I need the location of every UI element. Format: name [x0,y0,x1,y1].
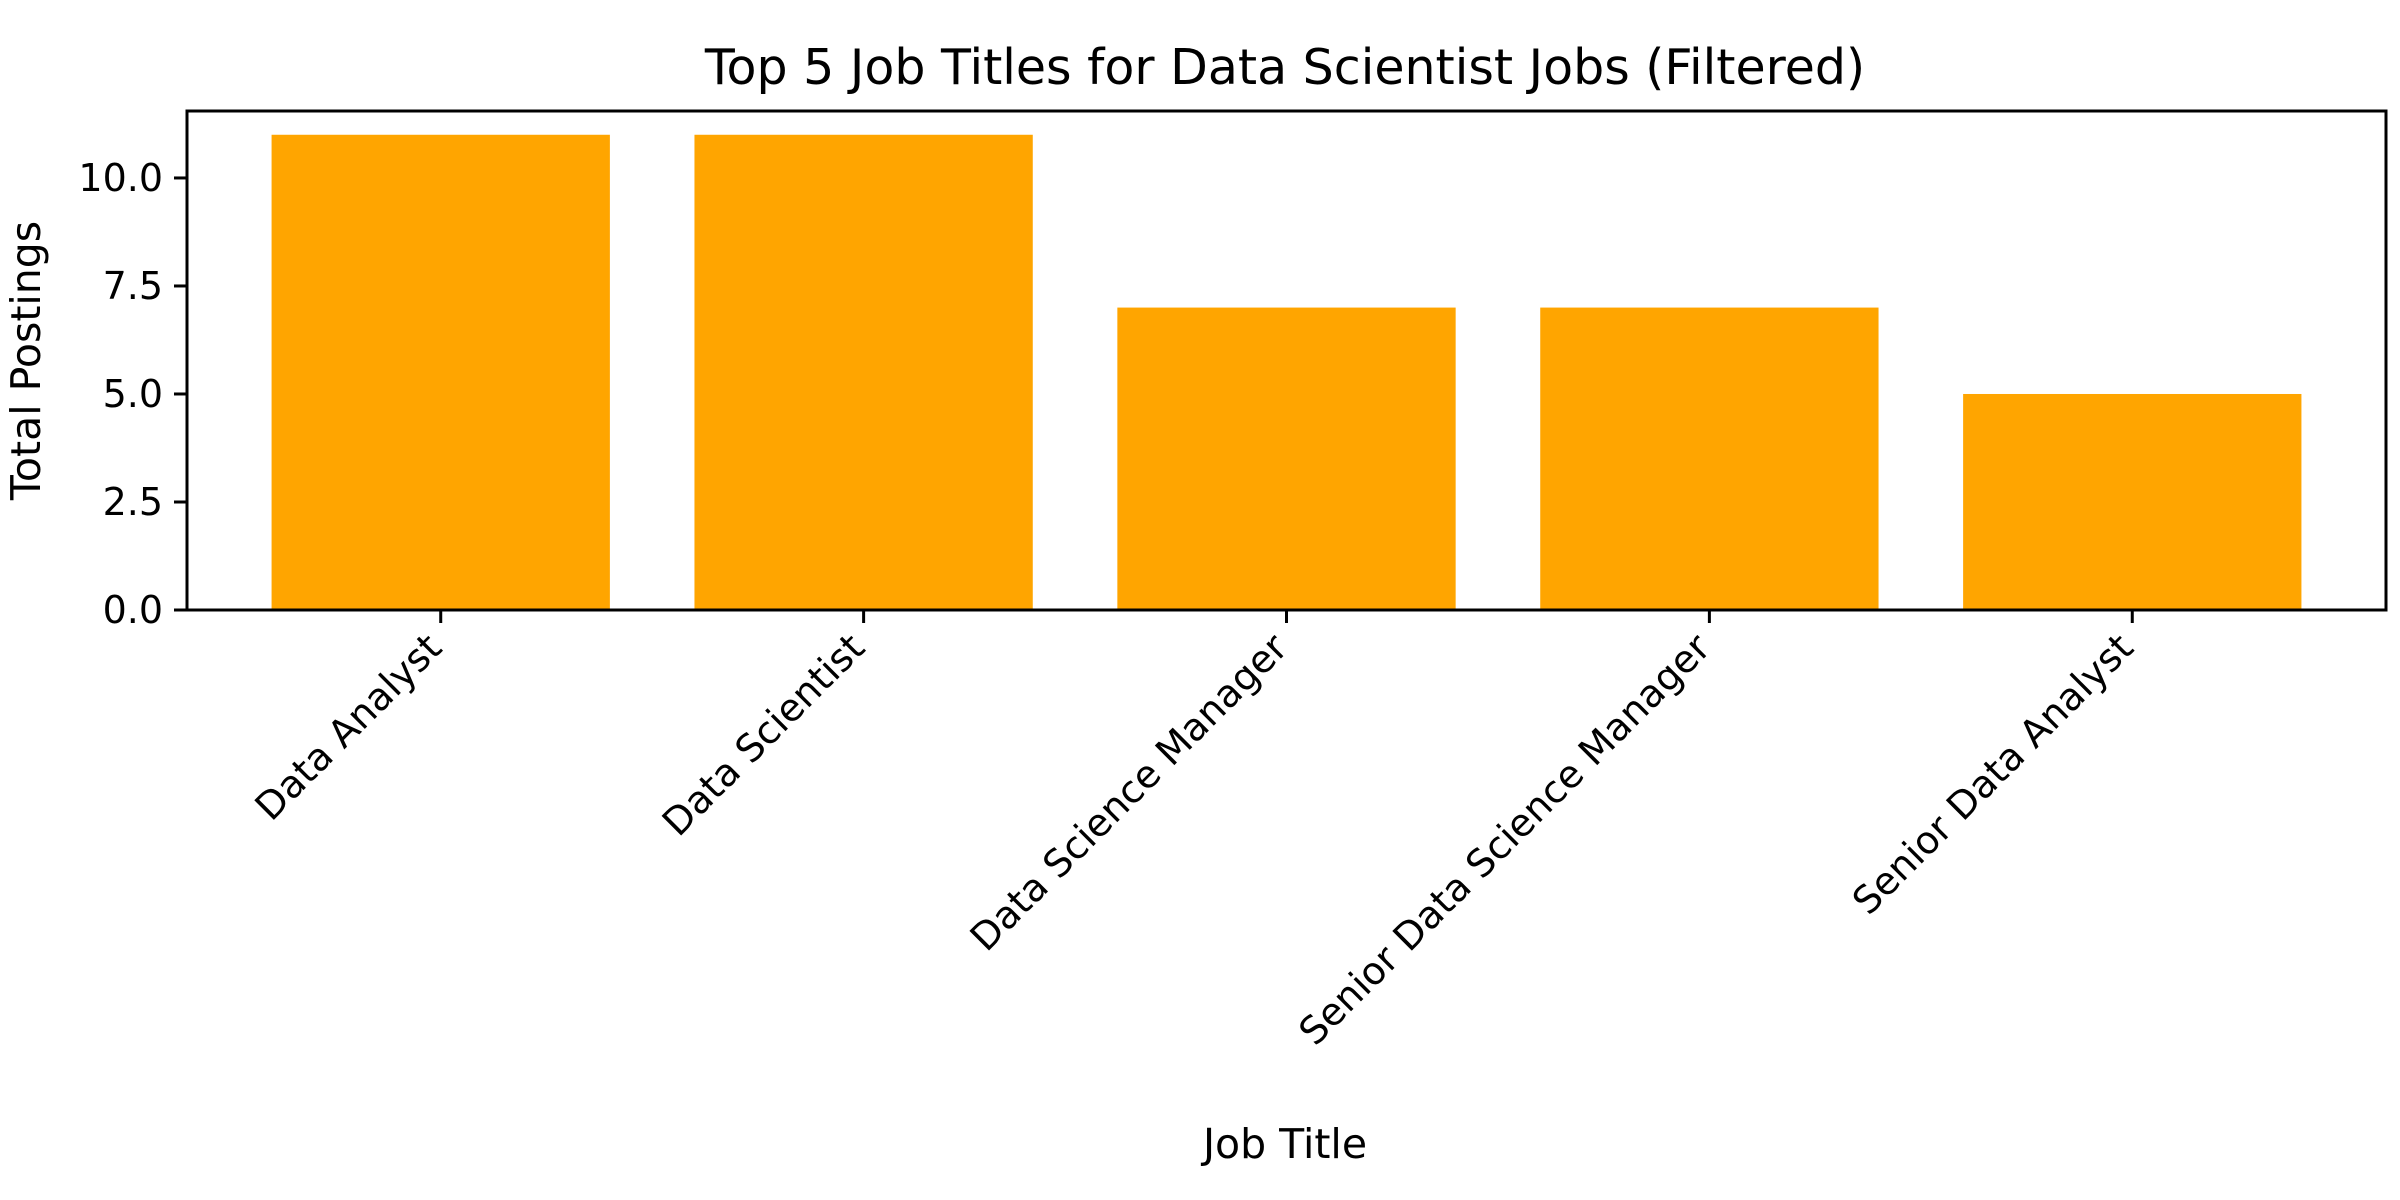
y-tick-label: 2.5 [103,480,163,524]
x-tick-label: Data Scientist [654,625,873,844]
y-tick-label: 7.5 [103,264,163,308]
x-axis-ticks: Data Analyst Data Scientist Data Science M… [247,610,2142,1054]
x-tick-label: Senior Data Analyst [1844,625,2142,923]
x-tick-label: Data Analyst [247,625,451,829]
bar-0 [271,134,610,610]
bar-2 [1117,307,1456,610]
chart-title: Top 5 Job Titles for Data Scientist Jobs… [704,39,1865,96]
bar-1 [694,134,1033,610]
x-tick-label: Data Science Manager [962,625,1297,960]
x-tick-label: Senior Data Science Manager [1290,625,1719,1054]
bar-4 [1963,393,2302,610]
y-tick-label: 0.0 [103,588,163,632]
bars-group [271,134,2302,610]
y-axis-ticks: 0.0 2.5 5.0 7.5 10.0 [78,156,187,632]
x-axis-label: Job Title [1200,1120,1367,1168]
bar-3 [1540,307,1879,610]
y-tick-label: 5.0 [103,372,163,416]
y-axis-label: Total Postings [2,221,50,501]
y-tick-label: 10.0 [78,156,163,200]
plot-area-frame [185,109,2388,612]
